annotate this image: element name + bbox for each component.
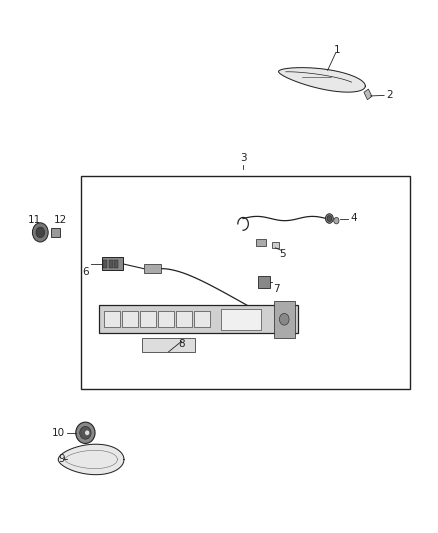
Bar	[176, 311, 192, 327]
Bar	[258, 276, 270, 288]
Ellipse shape	[32, 223, 48, 242]
Bar	[221, 309, 261, 330]
Ellipse shape	[279, 313, 289, 325]
Text: 9: 9	[58, 455, 65, 464]
Ellipse shape	[76, 422, 95, 443]
Bar	[102, 257, 123, 270]
Bar	[99, 305, 298, 333]
Bar	[103, 260, 107, 268]
Polygon shape	[58, 444, 124, 475]
Text: 7: 7	[273, 284, 280, 294]
Text: 2: 2	[386, 91, 393, 100]
Bar	[51, 228, 60, 237]
Bar	[81, 176, 410, 389]
Text: 10: 10	[52, 428, 65, 438]
Ellipse shape	[325, 214, 333, 223]
Text: 11: 11	[28, 215, 41, 225]
Bar	[140, 311, 156, 327]
Bar	[104, 311, 120, 327]
Polygon shape	[279, 68, 365, 92]
Ellipse shape	[80, 426, 91, 439]
Text: 12: 12	[54, 215, 67, 225]
Ellipse shape	[334, 217, 339, 224]
Text: 1: 1	[334, 45, 341, 55]
Bar	[142, 338, 195, 352]
Text: 5: 5	[279, 249, 286, 259]
Text: 3: 3	[240, 152, 247, 163]
Bar	[272, 242, 279, 248]
Bar	[256, 239, 266, 246]
Bar	[364, 89, 372, 100]
Ellipse shape	[36, 227, 45, 238]
Bar	[122, 311, 138, 327]
Bar	[114, 260, 118, 268]
Ellipse shape	[85, 431, 89, 435]
Ellipse shape	[327, 216, 332, 222]
Bar	[144, 264, 161, 273]
Bar	[158, 311, 174, 327]
Bar	[109, 260, 113, 268]
Bar	[194, 311, 210, 327]
Text: 4: 4	[350, 213, 357, 223]
Bar	[274, 301, 295, 338]
Text: 8: 8	[178, 340, 185, 349]
Text: 6: 6	[82, 267, 88, 277]
